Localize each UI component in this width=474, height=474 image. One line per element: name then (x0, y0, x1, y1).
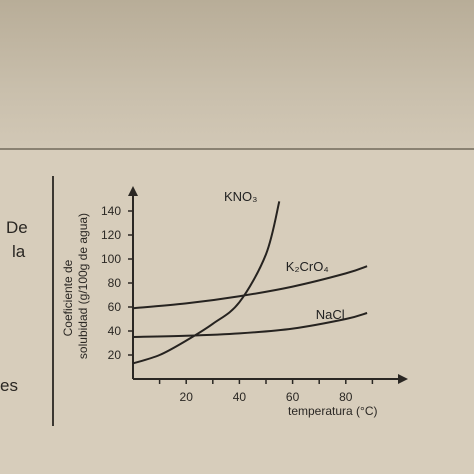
series-label: KNO₃ (224, 189, 257, 204)
y-tick-label: 40 (108, 324, 122, 338)
y-tick-label: 120 (101, 228, 121, 242)
y-tick-label: 20 (108, 348, 122, 362)
page-divider (0, 148, 474, 150)
y-tick-label: 100 (101, 252, 121, 266)
series-line (132, 312, 368, 338)
x-tick-label: 60 (286, 390, 300, 404)
vertical-rule (52, 176, 54, 426)
chart-series (132, 201, 368, 365)
chart-ticks: 20 40 60 80 100 120 140 20 40 60 80 (101, 204, 374, 404)
x-tick-label: 40 (233, 390, 247, 404)
x-axis-title: temperatura (°C) (288, 404, 378, 418)
x-axis-arrow (398, 374, 408, 384)
y-axis-title-line1: Coeficiente de (61, 259, 75, 336)
background-top (0, 0, 474, 150)
series-label: K₂CrO₄ (286, 259, 329, 274)
x-tick-label: 80 (339, 390, 353, 404)
y-tick-label: 60 (108, 300, 122, 314)
series-line (132, 265, 368, 310)
series-label: NaCl (316, 307, 345, 322)
text-fragment: la (12, 242, 26, 261)
y-tick-label: 80 (108, 276, 122, 290)
y-axis-title-line2: solubidad (g/100g de agua) (76, 213, 90, 359)
series-line (132, 201, 281, 365)
chart-axes (128, 186, 408, 384)
y-axis-arrow (128, 186, 138, 196)
y-tick-label: 140 (101, 204, 121, 218)
x-tick-label: 20 (180, 390, 194, 404)
text-fragment: es (0, 376, 18, 395)
chart-labels: KNO₃ K₂CrO₄ NaCl (224, 189, 345, 322)
text-fragment: De (6, 218, 28, 237)
